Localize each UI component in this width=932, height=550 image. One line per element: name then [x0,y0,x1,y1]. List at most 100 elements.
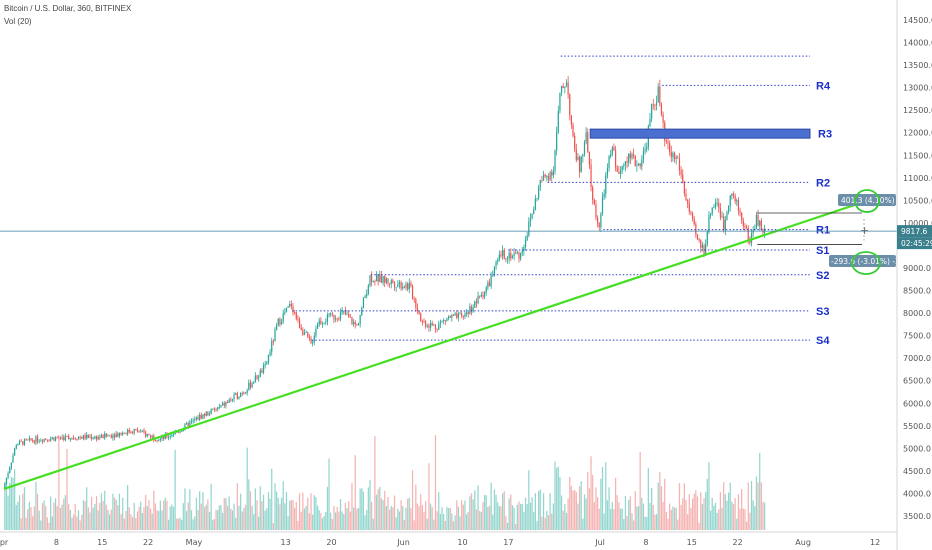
candle-body [159,438,161,441]
candle-body [33,440,35,443]
candle-body [565,82,568,87]
candle-body [79,437,81,438]
candle-body [588,151,591,165]
candle-body [618,171,620,174]
candle-body [27,439,29,441]
volume-bar [300,511,302,530]
volume-bar [102,500,104,530]
volume-bar [297,520,299,530]
candle-body [398,282,401,285]
volume-bar [651,487,653,530]
candle-body [364,296,366,298]
volume-bar [598,508,600,530]
candle-body [118,432,121,437]
volume-bar [690,507,692,530]
volume-bar [510,494,512,530]
volume-bar [336,506,338,530]
candle-body [695,224,697,235]
volume-bars [4,435,766,530]
volume-bar [122,497,124,530]
volume-bar [400,500,402,530]
volume-bar [146,506,148,530]
price-tick-label: 9000.0 [903,264,931,273]
candle-body [667,141,669,144]
volume-bar [218,505,220,530]
candle-body [241,393,243,395]
volume-bar [503,491,505,530]
volume-bar [574,489,576,530]
candle-body [605,175,607,194]
time-tick-label: 8 [643,538,648,547]
candle-body [390,280,392,284]
volume-bar [243,507,245,530]
candle-body [315,328,317,336]
volume-bar [145,494,147,530]
volume-bar [444,520,446,530]
volume-bar [492,514,494,530]
candle-body [387,278,389,284]
volume-indicator-label[interactable]: Vol (20) [4,17,32,26]
candle-body [524,239,527,248]
volume-bar [524,497,527,530]
volume-bar [590,456,592,530]
volume-bar [22,493,24,530]
candle-body [729,195,731,207]
volume-bar [678,483,681,530]
candle-body [411,285,414,299]
time-tick-label: Aug [795,538,811,547]
candle-body [164,434,166,439]
time-axis: pr 8 15 22 May 13 20 Jun 10 17 Jul 8 15 22 Aug 12 [0,531,897,547]
candle-body [194,419,196,421]
volume-bar [611,501,613,530]
candle-body [177,432,180,433]
candle-body [428,325,430,328]
candle-body [587,132,589,152]
volume-bar [221,512,224,530]
volume-bar [554,461,556,530]
volume-bar [657,482,659,530]
candle-body [274,329,276,342]
volume-bar [118,493,121,530]
candle-body [670,151,672,158]
price-tick-label: 8000.0 [903,309,931,318]
candle-body [454,313,456,316]
candle-body [482,295,484,297]
volume-bar [262,494,265,530]
candle-body [74,438,76,440]
volume-bar [215,509,217,530]
volume-bar [670,509,672,530]
volume-bar [567,498,569,530]
volume-bar [457,506,460,530]
volume-bar [642,503,645,530]
volume-bar [112,493,114,530]
volume-bar [744,509,746,530]
candle-body [741,212,743,221]
volume-bar [351,483,353,530]
candle-body [434,324,437,329]
volume-bar [461,500,463,530]
candle-body [575,149,577,161]
candle-body [760,220,762,230]
volume-bar [359,488,361,530]
volume-bar [64,495,67,530]
volume-bar [238,505,240,530]
candle-body [292,306,294,313]
volume-bar [662,501,664,530]
volume-bar [703,498,705,530]
candle-body [254,375,256,383]
volume-bar [356,508,358,530]
candle-body [539,180,541,188]
candle-body [267,355,270,362]
volume-bar [69,509,71,530]
candle-body [582,154,584,157]
candle-body [457,313,460,318]
candle-body [323,322,325,324]
volume-bar [544,518,546,530]
volume-bar [135,518,137,530]
candle-body [112,435,114,439]
candle-body [721,216,723,218]
candle-body [316,324,319,329]
candle-body [228,399,230,403]
volume-bar [749,512,751,530]
